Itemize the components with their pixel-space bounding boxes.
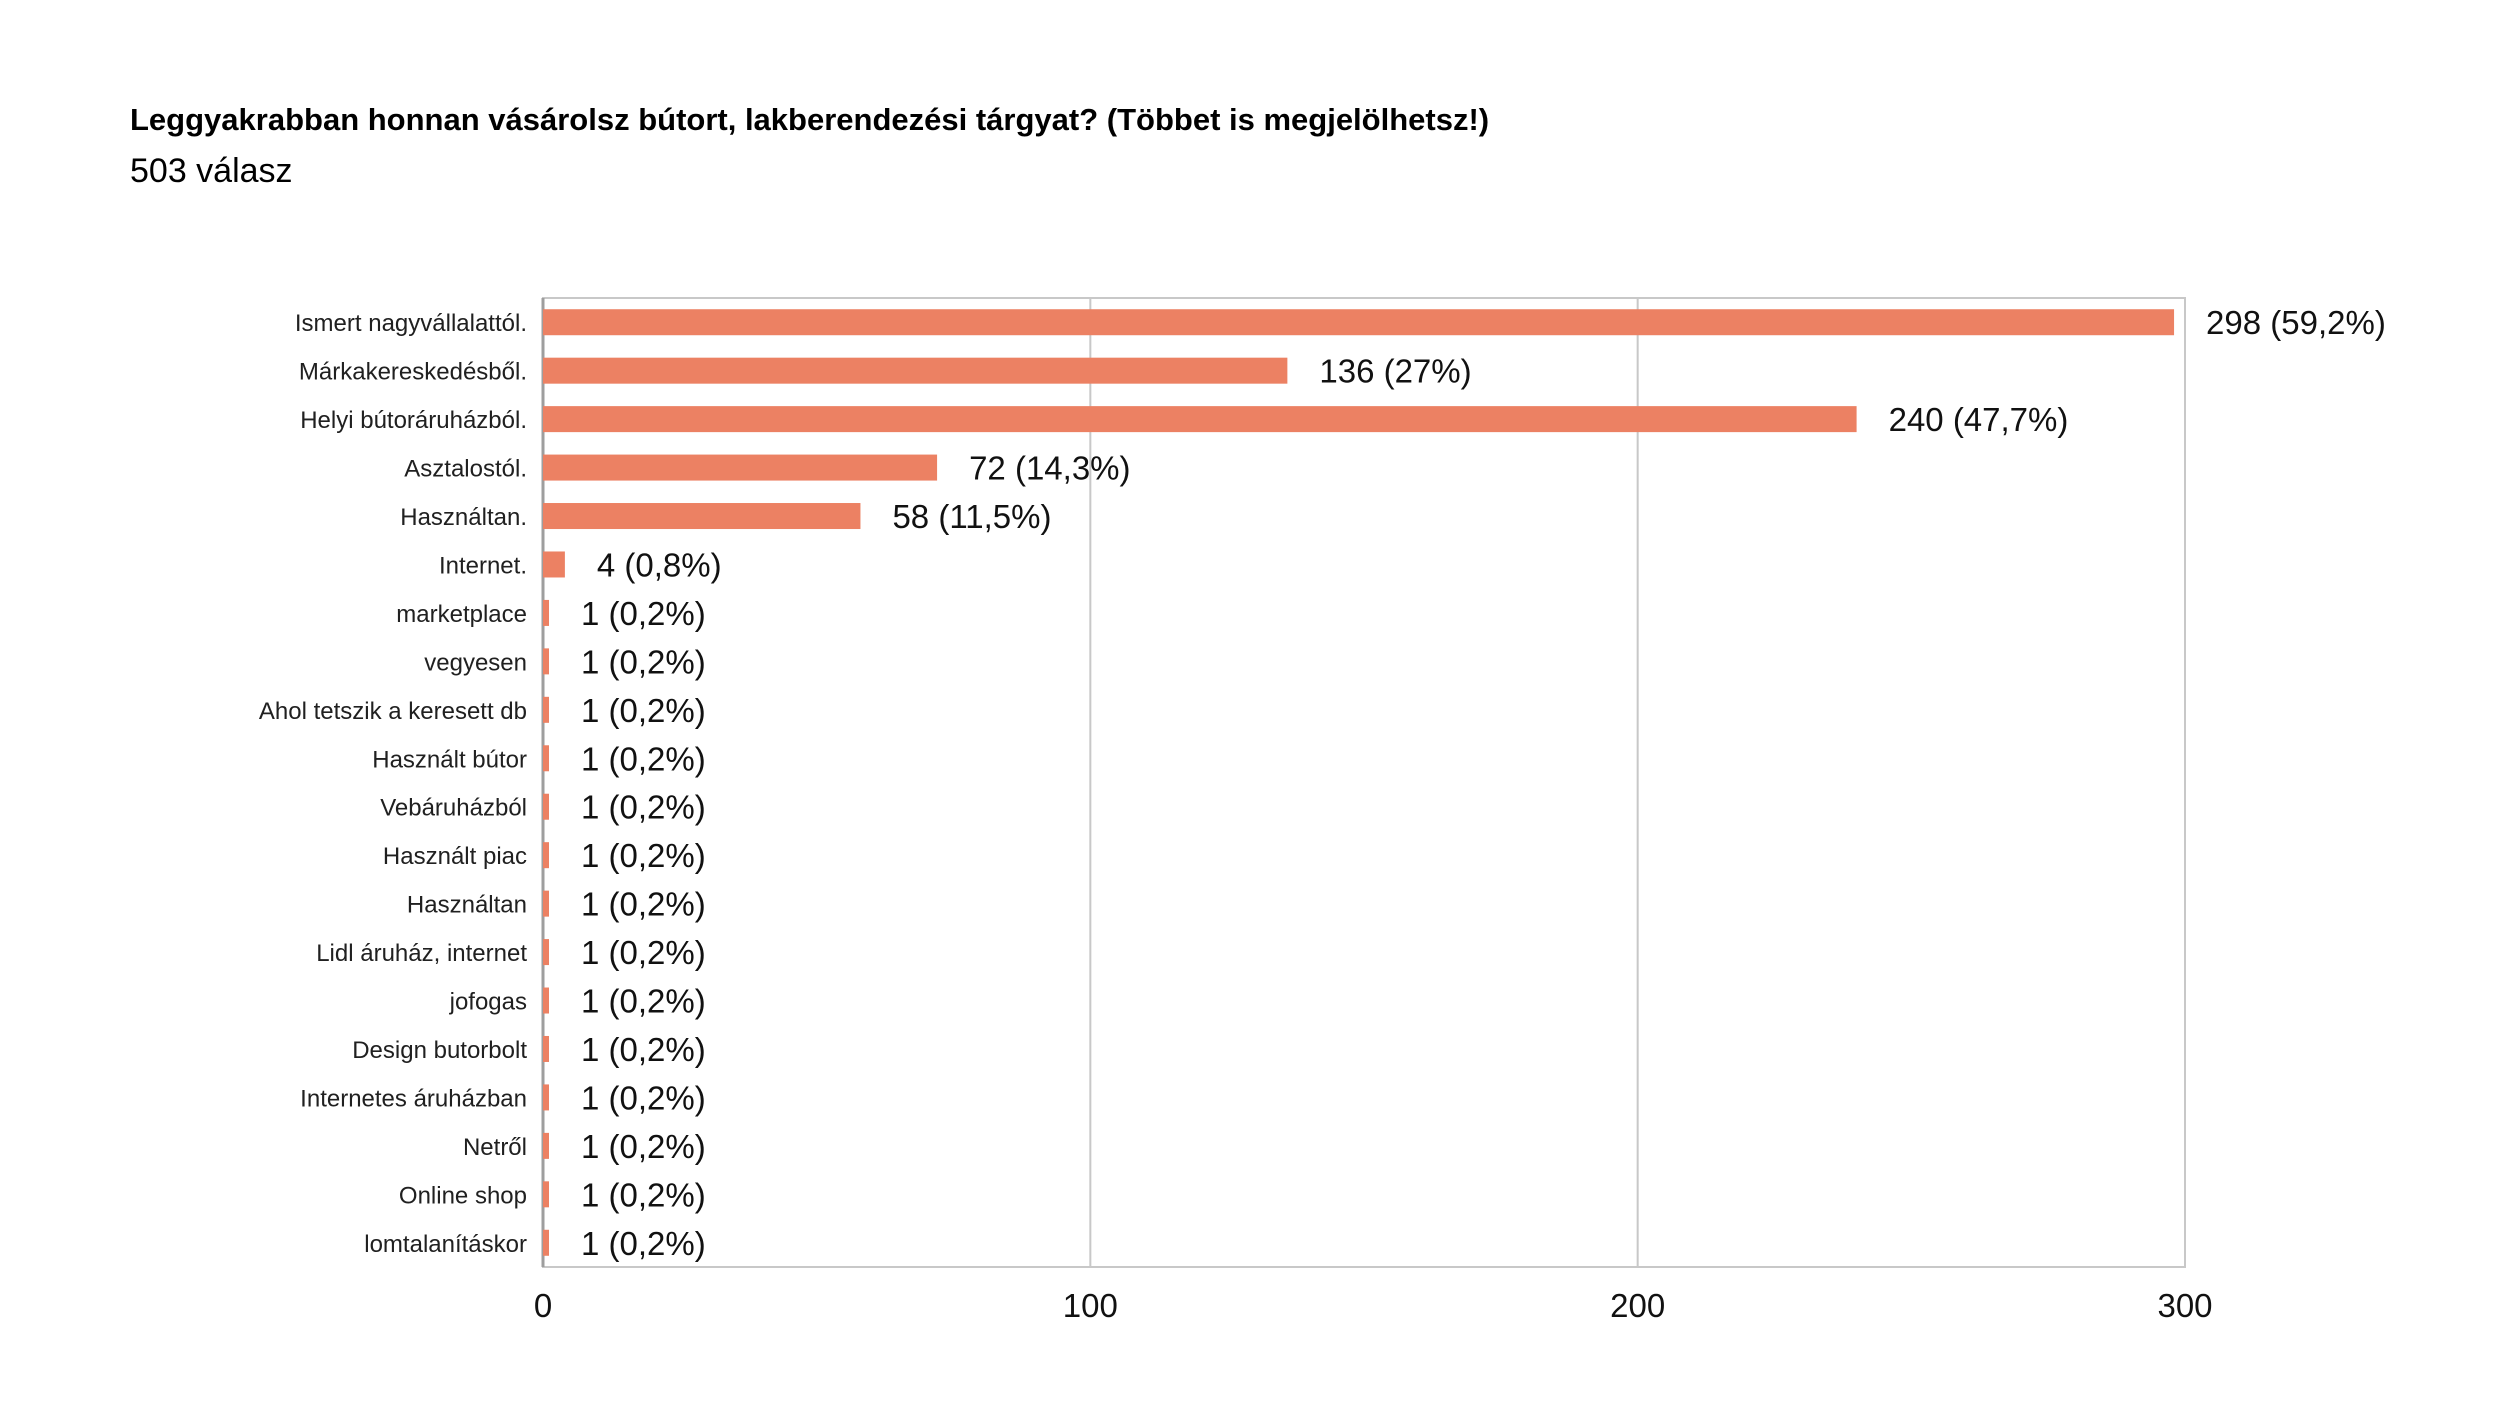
bar: [543, 1084, 549, 1111]
category-label: Ahol tetszik a keresett db: [259, 698, 527, 725]
category-label: Használt piac: [383, 843, 527, 870]
data-label: 1 (0,2%): [581, 789, 706, 826]
bar: [543, 696, 549, 723]
bar: [543, 987, 549, 1014]
data-label: 1 (0,2%): [581, 934, 706, 971]
bar: [543, 454, 938, 481]
bar: [543, 1035, 549, 1062]
data-label: 1 (0,2%): [581, 837, 706, 874]
data-label: 1 (0,2%): [581, 692, 706, 729]
bar: [543, 1229, 549, 1256]
bar: [543, 599, 549, 626]
bar: [543, 745, 549, 772]
data-label: 1 (0,2%): [581, 643, 706, 680]
category-label: Ismert nagyvállalattól.: [295, 310, 527, 337]
data-label: 240 (47,7%): [1889, 401, 2069, 438]
chart-title: Leggyakrabban honnan vásárolsz bútort, l…: [130, 102, 1490, 137]
grid-lines: [541, 297, 2186, 1268]
chart-header: Leggyakrabban honnan vásárolsz bútort, l…: [130, 98, 1489, 196]
bar: [543, 1181, 549, 1208]
bar: [543, 648, 549, 675]
data-label: 4 (0,8%): [597, 546, 722, 583]
bar: [543, 939, 549, 966]
category-label: Használt bútor: [372, 746, 527, 773]
data-label: 72 (14,3%): [969, 450, 1130, 487]
x-tick-label: 0: [534, 1287, 552, 1324]
bar: [543, 890, 549, 917]
data-label: 1 (0,2%): [581, 1031, 706, 1068]
category-label: Márkakereskedésből.: [299, 359, 527, 386]
bar: [543, 842, 549, 869]
data-label: 298 (59,2%): [2206, 304, 2386, 341]
data-label: 136 (27%): [1319, 353, 1471, 390]
bar: [543, 793, 549, 820]
labels: 0 100 200 300 Ismert nagyvállalattól. 298 (59…: [259, 304, 2386, 1324]
x-tick-label: 200: [1610, 1287, 1665, 1324]
bar: [543, 551, 565, 578]
category-label: Design butorbolt: [352, 1037, 527, 1064]
category-label: Használtan.: [400, 504, 527, 531]
bar: [543, 357, 1288, 384]
data-label: 1 (0,2%): [581, 595, 706, 632]
category-label: vegyesen: [424, 649, 527, 676]
bar: [543, 1132, 549, 1159]
data-label: 1 (0,2%): [581, 1079, 706, 1116]
category-label: Online shop: [399, 1182, 527, 1209]
category-label: marketplace: [396, 601, 527, 628]
category-label: Használtan: [407, 892, 527, 919]
category-label: Netről: [463, 1134, 527, 1161]
data-label: 1 (0,2%): [581, 1128, 706, 1165]
category-label: Internet.: [439, 552, 527, 579]
plot-frame: [542, 297, 2186, 1268]
data-label: 1 (0,2%): [581, 886, 706, 923]
x-tick-label: 100: [1063, 1287, 1118, 1324]
category-label: Lidl áruház, internet: [316, 940, 527, 967]
category-label: Vebáruházból: [380, 795, 527, 822]
category-label: jofogas: [449, 989, 527, 1016]
bar: [543, 503, 861, 530]
data-label: 58 (11,5%): [892, 498, 1051, 535]
data-label: 1 (0,2%): [581, 740, 706, 777]
data-label: 1 (0,2%): [581, 983, 706, 1020]
category-label: lomtalanításkor: [364, 1231, 527, 1258]
category-label: Helyi bútoráruházból.: [300, 407, 527, 434]
category-label: Asztalostól.: [404, 456, 527, 483]
bars: [543, 309, 2175, 1256]
bar: [543, 309, 2175, 336]
bar: [543, 406, 1857, 433]
response-count: 503 válasz: [130, 152, 293, 190]
data-label: 1 (0,2%): [581, 1176, 706, 1213]
x-tick-label: 300: [2157, 1287, 2212, 1324]
category-label: Internetes áruházban: [300, 1085, 527, 1112]
data-label: 1 (0,2%): [581, 1225, 706, 1262]
